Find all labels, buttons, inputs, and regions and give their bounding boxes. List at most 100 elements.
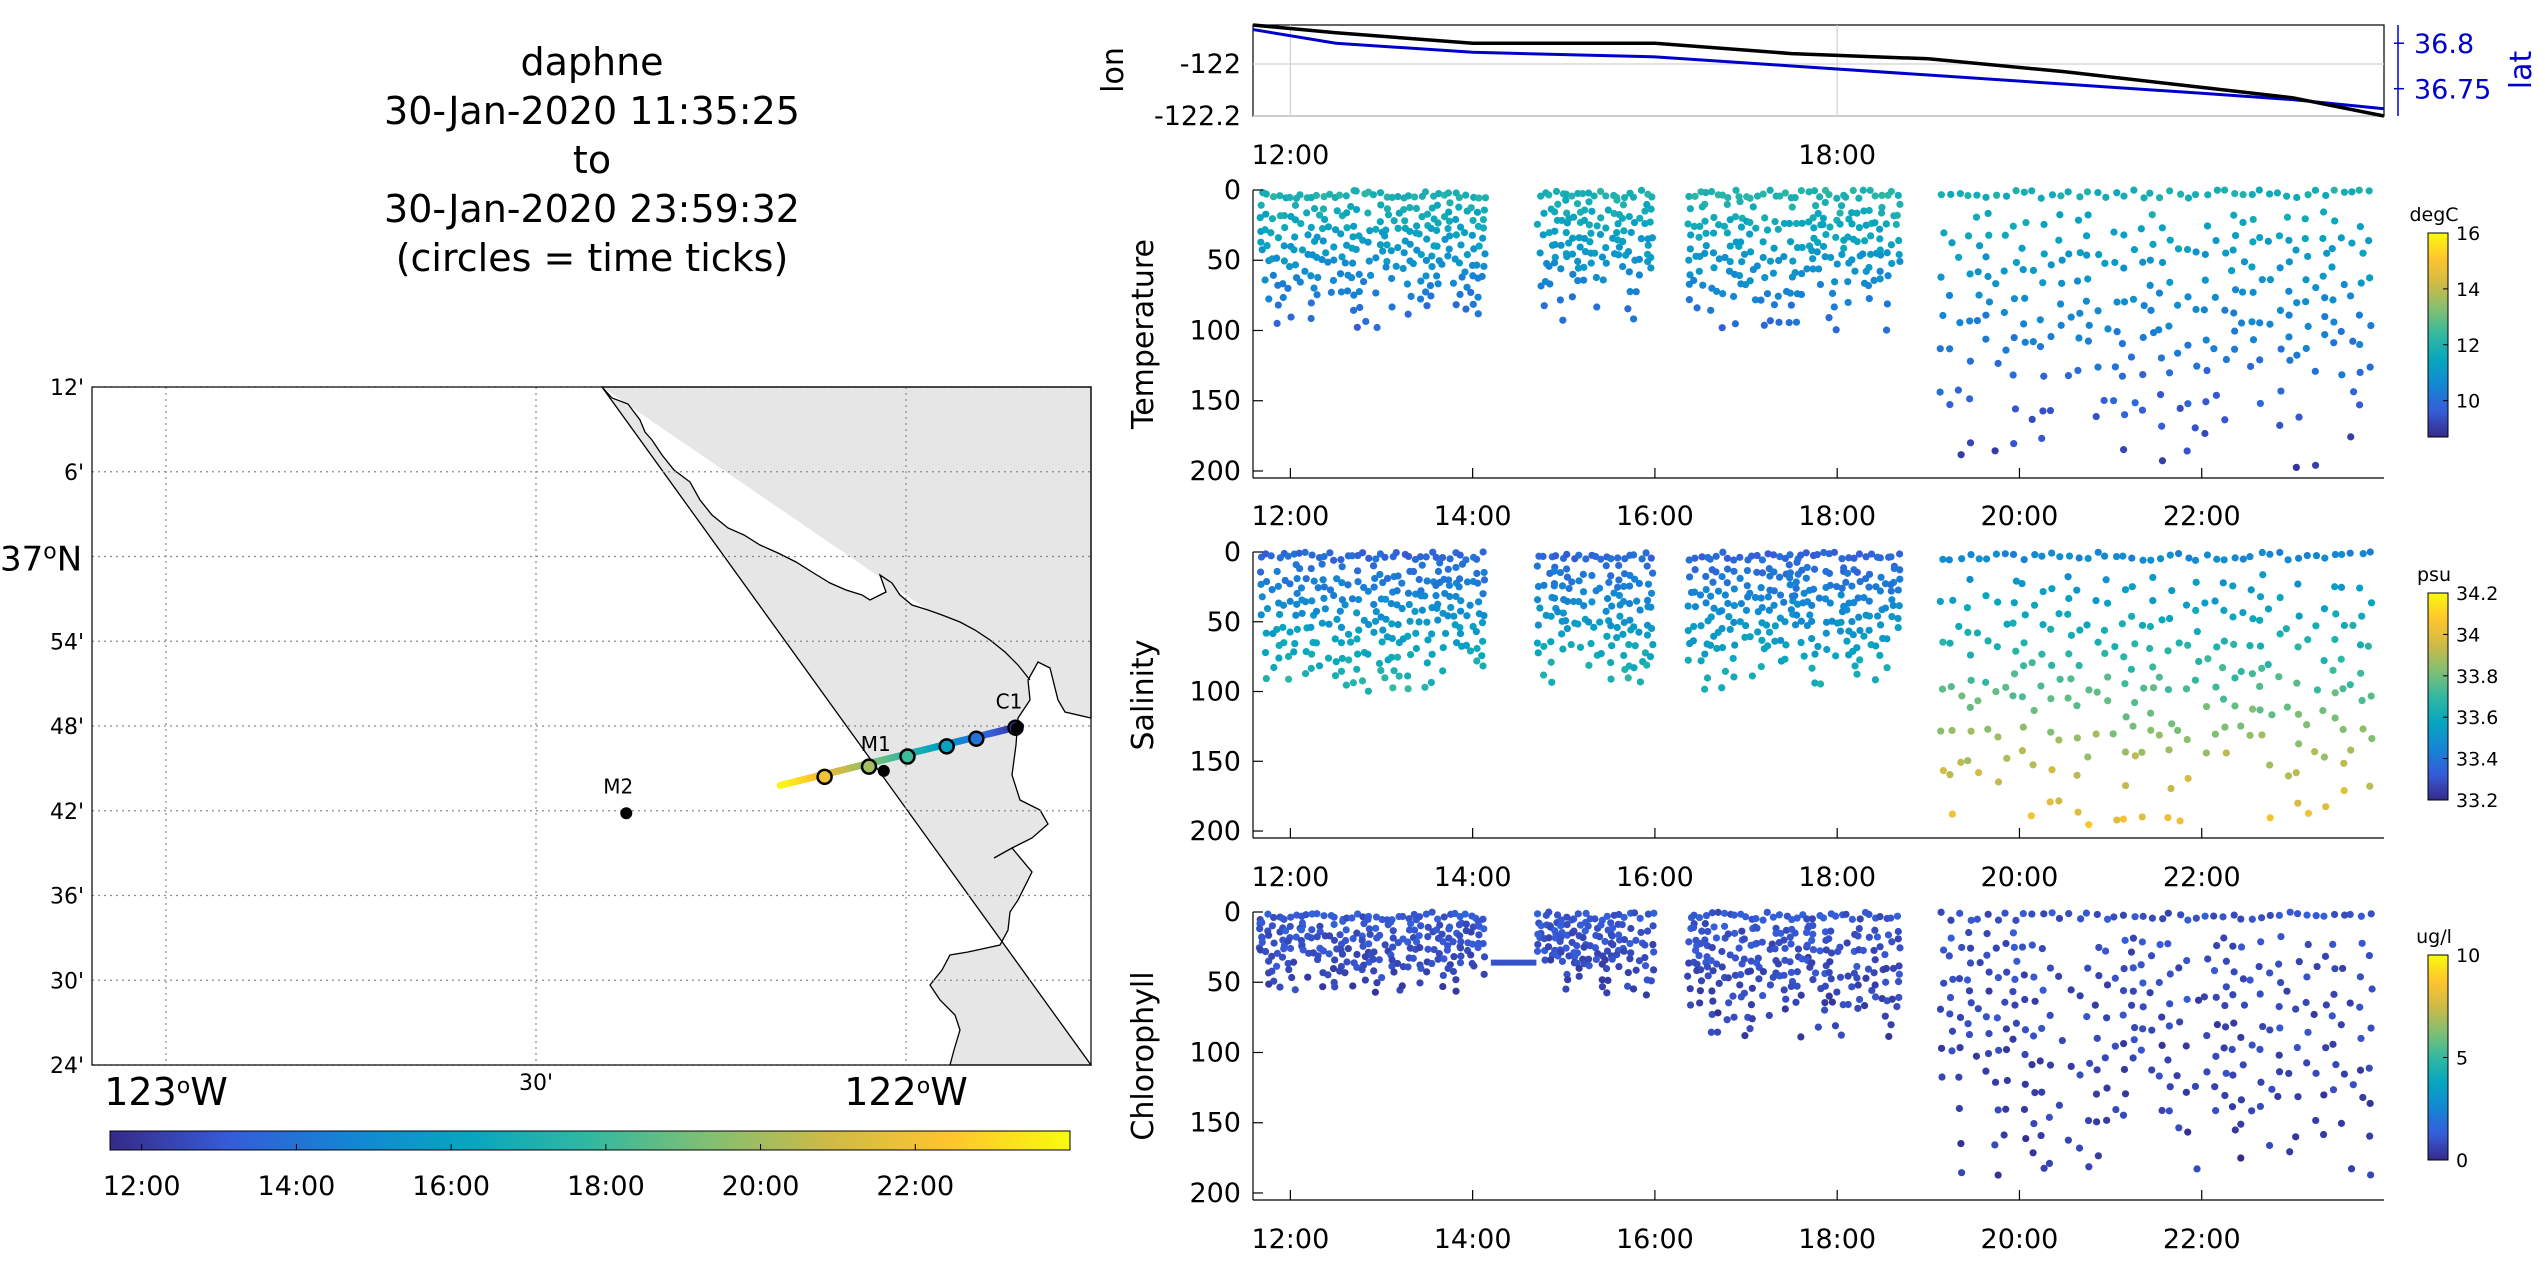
data-point [1718,684,1726,692]
data-point [2076,992,2084,1000]
data-point [1791,194,1799,202]
data-point [1994,974,2002,982]
data-point [1837,591,1845,599]
data-point [1443,946,1451,954]
data-point [1607,658,1615,667]
data-point [1381,553,1389,561]
data-point [1291,201,1300,209]
data-point [1872,642,1880,650]
data-point [1721,667,1730,675]
data-point [1738,258,1746,266]
y-tick-label: 150 [1189,386,1241,417]
data-point [2018,579,2026,588]
data-point [1354,910,1362,918]
data-point [2294,740,2303,748]
data-point [2346,549,2354,557]
data-point [1721,253,1729,262]
data-point [1590,623,1598,631]
data-point [2221,723,2229,731]
data-point [1394,224,1402,232]
data-point [1446,592,1454,601]
data-point [1772,924,1780,932]
data-point [1958,555,1966,563]
data-point [2338,371,2346,379]
data-point [1563,597,1572,606]
data-point [1440,913,1448,921]
data-point [1709,249,1718,257]
data-point [1276,192,1284,200]
data-point [1746,589,1754,597]
data-point [1838,250,1846,259]
data-point [1588,571,1596,580]
map-ytick-label: 54' [50,630,84,655]
data-point [1649,922,1657,930]
title-line-5: (circles = time ticks) [396,236,789,280]
data-point [1713,287,1721,295]
data-point [1285,262,1294,271]
data-point [1383,574,1392,583]
data-point [1848,617,1856,626]
data-point [1957,758,1965,766]
data-point [1355,288,1363,296]
data-point [2064,188,2072,196]
data-point [1844,298,1852,307]
data-point [2230,911,2238,919]
data-point [1588,207,1596,215]
data-point [2328,1012,2336,1020]
data-point [2167,784,2175,793]
data-point [1697,622,1705,630]
data-point [2140,194,2148,202]
data-point [1375,956,1383,964]
data-point [2130,1024,2139,1032]
data-point [1759,991,1767,1000]
map-xtick-label: 123oW [104,1070,228,1114]
data-point [2113,328,2121,336]
data-point [1602,192,1610,200]
data-point [1792,318,1801,326]
data-point [2082,909,2091,917]
data-point [1321,215,1329,224]
data-point [2047,261,2055,269]
data-point [1631,575,1639,583]
data-point [1896,944,1904,952]
data-point [2332,1061,2340,1069]
data-point [1474,293,1482,301]
y-axis-label: Temperature [1126,239,1161,430]
data-point [2012,187,2020,195]
data-point [1569,234,1577,242]
data-point [2168,720,2176,728]
data-point [1307,664,1315,672]
data-point [1648,193,1656,201]
data-point [1575,597,1583,606]
data-point [2219,913,2227,921]
data-point [2303,911,2311,919]
data-point [1416,553,1425,561]
data-point [1836,943,1844,951]
data-point [2294,1093,2302,1101]
data-point [1984,637,1992,645]
data-point [1284,284,1292,292]
data-point [2276,306,2285,314]
data-point [1771,637,1779,645]
data-point [2149,597,2157,605]
data-point [1726,625,1734,634]
data-point [2192,305,2200,314]
data-point [1797,991,1805,999]
data-point [2229,246,2237,254]
data-point [1982,555,1991,563]
data-point [2282,625,2290,633]
data-point [2012,647,2020,655]
data-point [1693,960,1701,968]
data-point [1480,970,1488,978]
data-point [1825,569,1834,577]
data-point [1964,1020,1972,1028]
data-point [2083,251,2091,259]
data-point [2230,640,2238,649]
data-point [1771,945,1779,953]
data-point [1814,1023,1822,1031]
data-point [2329,1086,2338,1094]
data-point [1965,928,1973,937]
data-point [1802,574,1810,582]
data-point [1685,556,1693,564]
data-point [2092,1090,2101,1098]
